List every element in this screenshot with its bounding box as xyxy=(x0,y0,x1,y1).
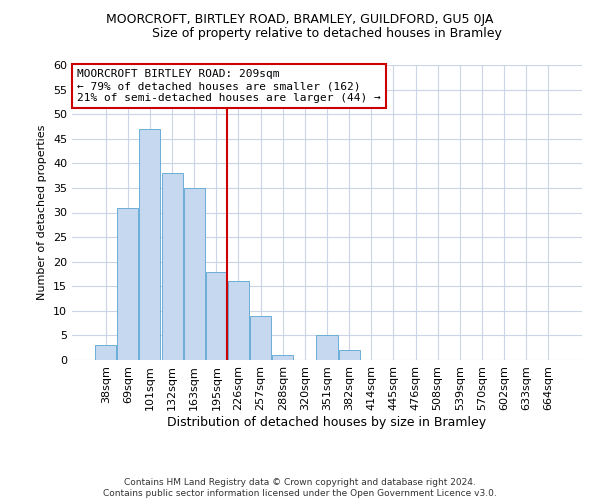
Text: Contains HM Land Registry data © Crown copyright and database right 2024.
Contai: Contains HM Land Registry data © Crown c… xyxy=(103,478,497,498)
Title: Size of property relative to detached houses in Bramley: Size of property relative to detached ho… xyxy=(152,27,502,40)
Bar xyxy=(139,129,160,360)
Bar xyxy=(228,282,249,360)
Bar xyxy=(118,208,139,360)
Text: MOORCROFT BIRTLEY ROAD: 209sqm
← 79% of detached houses are smaller (162)
21% of: MOORCROFT BIRTLEY ROAD: 209sqm ← 79% of … xyxy=(77,70,381,102)
Bar xyxy=(338,350,359,360)
Bar xyxy=(316,336,338,360)
Bar xyxy=(250,316,271,360)
Text: MOORCROFT, BIRTLEY ROAD, BRAMLEY, GUILDFORD, GU5 0JA: MOORCROFT, BIRTLEY ROAD, BRAMLEY, GUILDF… xyxy=(106,12,494,26)
Y-axis label: Number of detached properties: Number of detached properties xyxy=(37,125,47,300)
Bar xyxy=(272,355,293,360)
Bar xyxy=(184,188,205,360)
X-axis label: Distribution of detached houses by size in Bramley: Distribution of detached houses by size … xyxy=(167,416,487,428)
Bar xyxy=(161,173,182,360)
Bar xyxy=(95,345,116,360)
Bar xyxy=(206,272,227,360)
